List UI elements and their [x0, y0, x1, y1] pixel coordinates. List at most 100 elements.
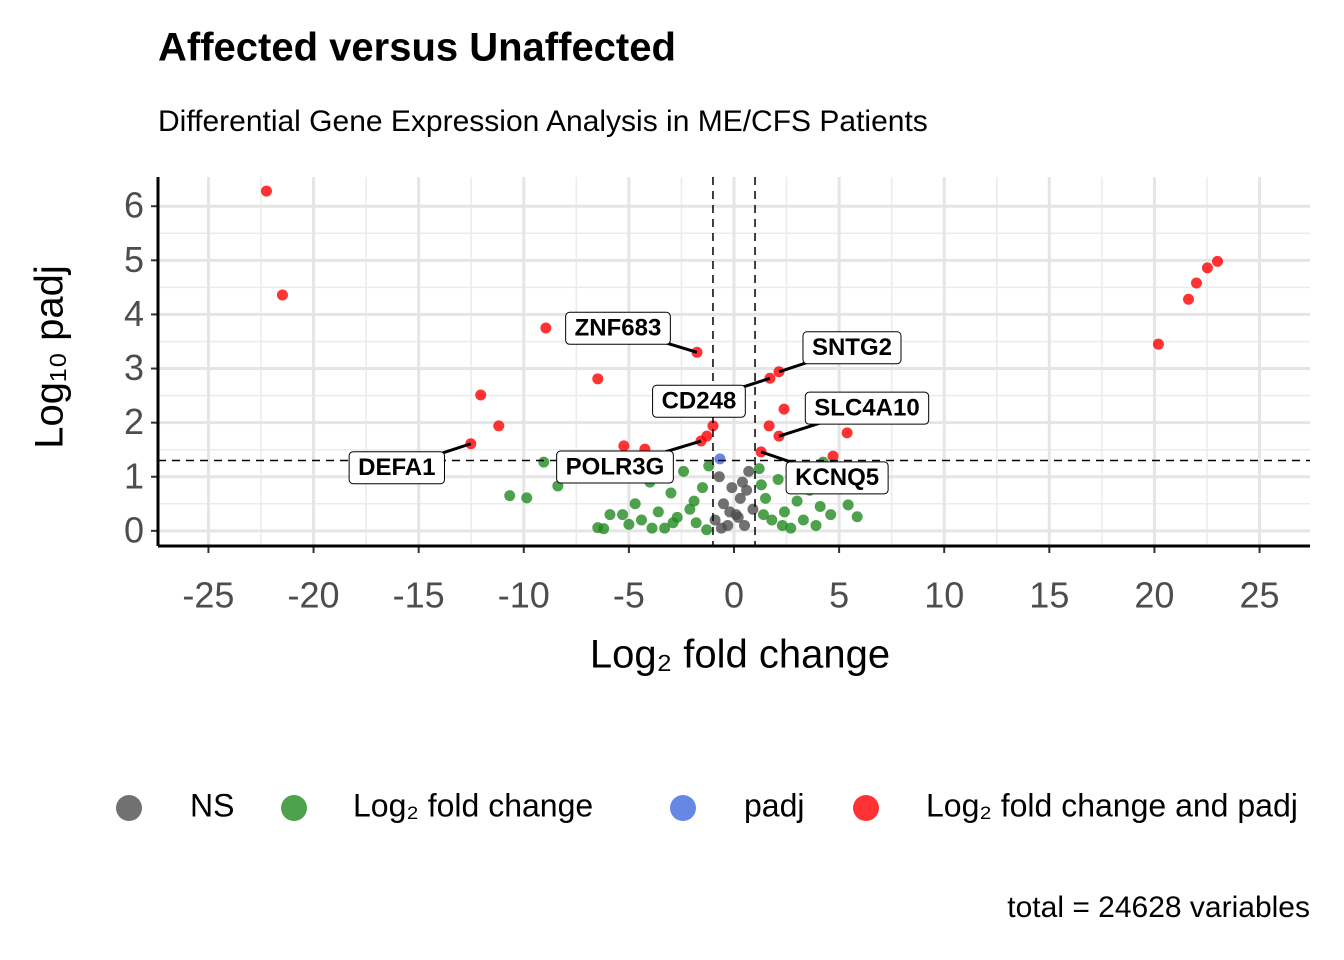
legend-marker: [281, 795, 307, 821]
label-text: DEFA1: [358, 454, 435, 481]
point: [785, 522, 797, 534]
gene-label: DEFA1: [348, 442, 472, 485]
point: [734, 492, 746, 504]
point: [814, 501, 826, 513]
point: [629, 498, 641, 510]
y-tick-label: 0: [124, 509, 144, 550]
x-tick-label: -20: [288, 575, 340, 616]
point: [1201, 262, 1213, 274]
label-text: SLC4A10: [814, 395, 919, 422]
gene-label: SNTG2: [778, 331, 902, 374]
label-box: [804, 391, 930, 425]
gene-label: ZNF683: [565, 311, 698, 354]
point: [741, 484, 753, 496]
point: [701, 524, 713, 536]
point: [690, 517, 702, 529]
x-tick-label: 25: [1240, 575, 1280, 616]
point: [739, 519, 751, 531]
label-text: SNTG2: [812, 334, 892, 361]
point: [592, 373, 604, 385]
point: [827, 450, 839, 462]
point: [493, 420, 505, 432]
legend-label: Log₂ fold change: [353, 787, 593, 823]
legend-label: padj: [744, 787, 805, 823]
point: [810, 519, 822, 531]
point: [715, 522, 727, 534]
point: [841, 427, 853, 439]
point: [726, 482, 738, 494]
label-box: [802, 331, 902, 365]
point: [696, 482, 708, 494]
point: [713, 471, 725, 483]
legend-label: Log₂ fold change and padj: [926, 787, 1298, 823]
label-box: [565, 311, 671, 345]
point: [703, 460, 715, 472]
annotations: ZNF683 SNTG2 CD248 SLC4A10 DEFA1 POLR3G KCNQ5: [348, 311, 930, 495]
x-tick-label: 10: [924, 575, 964, 616]
caption: total = 24628 variables: [1007, 891, 1310, 924]
point: [260, 185, 272, 197]
point: [540, 322, 552, 334]
point: [778, 506, 790, 518]
point: [684, 503, 696, 515]
chart-title: Affected versus Unaffected: [158, 26, 676, 70]
x-axis-title: Log₂ fold change: [590, 633, 890, 677]
point: [598, 523, 610, 535]
gene-label: POLR3G: [556, 439, 702, 484]
gene-label: KCNQ5: [760, 450, 889, 495]
x-tick-label: -25: [182, 575, 234, 616]
chart-subtitle: Differential Gene Expression Analysis in…: [158, 105, 928, 138]
point: [766, 514, 778, 526]
x-tick-label: -15: [393, 575, 445, 616]
point: [797, 514, 809, 526]
y-tick-label: 6: [124, 185, 144, 226]
x-tick-label: -10: [498, 575, 550, 616]
point: [791, 495, 803, 507]
point: [736, 476, 748, 488]
point: [747, 503, 759, 515]
point: [1182, 293, 1194, 305]
point: [732, 511, 744, 523]
label-text: CD248: [662, 388, 737, 415]
point: [678, 465, 690, 477]
y-tick-label: 5: [124, 239, 144, 280]
point: [646, 522, 658, 534]
point: [276, 289, 288, 301]
point: [763, 420, 775, 432]
y-tick-label: 1: [124, 455, 144, 496]
point: [778, 403, 790, 415]
gene-label: CD248: [652, 376, 771, 418]
point: [623, 518, 635, 530]
point: [1190, 277, 1202, 289]
point: [760, 492, 772, 504]
gene-label: SLC4A10: [778, 391, 930, 438]
point: [538, 456, 550, 468]
y-tick-label: 2: [124, 401, 144, 442]
legend-label: NS: [190, 787, 234, 823]
label-box: [785, 461, 889, 495]
point: [825, 509, 837, 521]
label-text: POLR3G: [566, 453, 665, 480]
point: [652, 506, 664, 518]
label-text: KCNQ5: [795, 464, 879, 491]
point: [475, 389, 487, 401]
point: [659, 522, 671, 534]
legend-marker: [670, 795, 696, 821]
legend-marker: [116, 795, 142, 821]
point: [636, 514, 648, 526]
point: [717, 498, 729, 510]
label-box: [652, 384, 746, 418]
point: [776, 519, 788, 531]
point: [688, 495, 700, 507]
x-tick-label: -5: [613, 575, 645, 616]
x-tick-label: 20: [1134, 575, 1174, 616]
x-tick-label: 15: [1029, 575, 1069, 616]
label-box: [556, 450, 674, 484]
point: [714, 453, 726, 465]
point: [604, 509, 616, 521]
point: [772, 473, 784, 485]
point: [665, 487, 677, 499]
point: [753, 463, 765, 475]
label-box: [348, 451, 445, 485]
